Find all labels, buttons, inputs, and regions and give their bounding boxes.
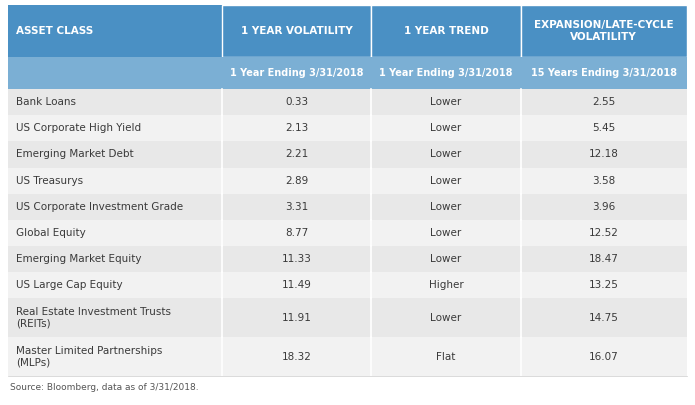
Bar <box>371 57 521 89</box>
Text: Lower: Lower <box>430 254 461 264</box>
Text: 5.45: 5.45 <box>592 123 616 133</box>
Bar <box>8 57 222 89</box>
Bar <box>371 194 521 220</box>
Text: Emerging Market Equity: Emerging Market Equity <box>16 254 142 264</box>
Bar <box>521 298 687 337</box>
Bar <box>222 57 371 89</box>
Bar <box>8 298 222 337</box>
Bar <box>521 220 687 246</box>
Bar <box>8 141 222 168</box>
Text: 16.07: 16.07 <box>589 352 619 362</box>
Bar <box>222 220 371 246</box>
Text: Lower: Lower <box>430 97 461 107</box>
Text: 14.75: 14.75 <box>589 313 619 323</box>
Bar <box>222 5 371 57</box>
Text: 1 Year Ending 3/31/2018: 1 Year Ending 3/31/2018 <box>230 68 363 78</box>
Bar <box>222 337 371 376</box>
Bar <box>521 5 687 57</box>
Text: Bank Loans: Bank Loans <box>16 97 76 107</box>
Text: Global Equity: Global Equity <box>16 228 85 238</box>
Text: Source: Bloomberg, data as of 3/31/2018.: Source: Bloomberg, data as of 3/31/2018. <box>10 384 199 392</box>
Bar <box>8 272 222 298</box>
Text: Lower: Lower <box>430 202 461 212</box>
Text: Flat: Flat <box>436 352 456 362</box>
Bar <box>521 246 687 272</box>
Text: US Treasurys: US Treasurys <box>16 176 83 185</box>
Text: 1 YEAR VOLATILITY: 1 YEAR VOLATILITY <box>240 26 352 36</box>
Text: 13.25: 13.25 <box>589 280 619 290</box>
Text: 3.31: 3.31 <box>285 202 308 212</box>
Text: EXPANSION/LATE-CYCLE
VOLATILITY: EXPANSION/LATE-CYCLE VOLATILITY <box>534 20 673 42</box>
Text: US Large Cap Equity: US Large Cap Equity <box>16 280 122 290</box>
Bar <box>8 5 222 57</box>
Bar <box>371 246 521 272</box>
Bar <box>371 168 521 194</box>
Bar <box>521 115 687 141</box>
Bar <box>371 141 521 168</box>
Bar <box>521 272 687 298</box>
Text: US Corporate Investment Grade: US Corporate Investment Grade <box>16 202 183 212</box>
Bar <box>222 194 371 220</box>
Bar <box>8 115 222 141</box>
Text: 11.49: 11.49 <box>281 280 311 290</box>
Bar <box>371 298 521 337</box>
Text: Real Estate Investment Trusts
(REITs): Real Estate Investment Trusts (REITs) <box>16 307 171 328</box>
Bar <box>521 337 687 376</box>
Text: Lower: Lower <box>430 228 461 238</box>
Bar <box>222 141 371 168</box>
Bar <box>8 337 222 376</box>
Bar <box>8 194 222 220</box>
Text: 3.96: 3.96 <box>592 202 616 212</box>
Bar <box>521 89 687 115</box>
Text: 11.91: 11.91 <box>281 313 311 323</box>
Bar <box>371 115 521 141</box>
Text: Lower: Lower <box>430 313 461 323</box>
Text: Higher: Higher <box>429 280 464 290</box>
Text: Lower: Lower <box>430 176 461 185</box>
Bar <box>8 168 222 194</box>
Text: 2.55: 2.55 <box>592 97 616 107</box>
Text: 3.58: 3.58 <box>592 176 616 185</box>
Bar <box>521 194 687 220</box>
Text: 2.21: 2.21 <box>285 149 308 160</box>
Text: 1 Year Ending 3/31/2018: 1 Year Ending 3/31/2018 <box>379 68 513 78</box>
Bar <box>521 57 687 89</box>
Bar <box>222 115 371 141</box>
Bar <box>8 246 222 272</box>
Bar <box>371 272 521 298</box>
Bar <box>371 220 521 246</box>
Bar <box>8 89 222 115</box>
Bar <box>521 141 687 168</box>
Bar <box>521 168 687 194</box>
Text: 11.33: 11.33 <box>281 254 311 264</box>
Bar <box>222 298 371 337</box>
Text: 1 YEAR TREND: 1 YEAR TREND <box>404 26 489 36</box>
Bar <box>371 337 521 376</box>
Bar <box>222 246 371 272</box>
Text: 12.18: 12.18 <box>589 149 619 160</box>
Text: 2.89: 2.89 <box>285 176 308 185</box>
Text: 18.32: 18.32 <box>281 352 311 362</box>
Text: 18.47: 18.47 <box>589 254 619 264</box>
Text: 0.33: 0.33 <box>285 97 308 107</box>
Text: Master Limited Partnerships
(MLPs): Master Limited Partnerships (MLPs) <box>16 346 163 367</box>
Text: Lower: Lower <box>430 123 461 133</box>
Text: 15 Years Ending 3/31/2018: 15 Years Ending 3/31/2018 <box>531 68 677 78</box>
Bar <box>371 5 521 57</box>
Bar <box>222 89 371 115</box>
Text: Emerging Market Debt: Emerging Market Debt <box>16 149 133 160</box>
Bar <box>8 220 222 246</box>
Text: 2.13: 2.13 <box>285 123 308 133</box>
Bar <box>371 89 521 115</box>
Text: 8.77: 8.77 <box>285 228 308 238</box>
Text: US Corporate High Yield: US Corporate High Yield <box>16 123 141 133</box>
Bar <box>222 272 371 298</box>
Bar <box>222 168 371 194</box>
Text: 12.52: 12.52 <box>589 228 619 238</box>
Text: ASSET CLASS: ASSET CLASS <box>16 26 93 36</box>
Text: Lower: Lower <box>430 149 461 160</box>
